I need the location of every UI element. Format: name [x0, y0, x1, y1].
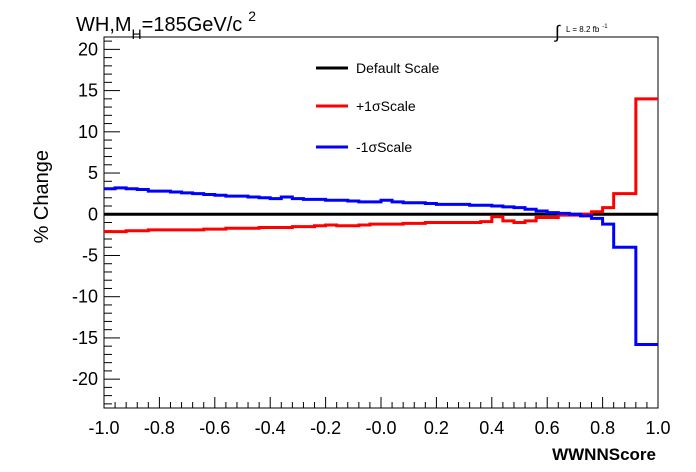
- x-tick-label: -0.0: [365, 418, 396, 438]
- y-axis-label: % Change: [31, 150, 53, 243]
- x-tick-label: 1.0: [645, 418, 670, 438]
- series-line-2: [104, 186, 658, 347]
- x-tick-label: 0.6: [535, 418, 560, 438]
- x-tick-label: -0.6: [199, 418, 230, 438]
- y-tick-label: -5: [82, 245, 98, 265]
- x-tick-label: -0.2: [310, 418, 341, 438]
- y-tick-label: 20: [78, 39, 98, 59]
- y-tick-label: -10: [72, 287, 98, 307]
- legend-label-plus: +1σScale: [356, 98, 416, 114]
- y-tick-label: -20: [72, 369, 98, 389]
- x-tick-label: 0.4: [479, 418, 504, 438]
- x-axis-label: WWNNScore: [552, 445, 656, 464]
- y-tick-label: -15: [72, 328, 98, 348]
- x-tick-label: 0.2: [424, 418, 449, 438]
- legend-label-minus: -1σScale: [356, 139, 412, 155]
- legend-label-default: Default Scale: [356, 60, 439, 76]
- title-rest: =185GeV/c: [142, 14, 243, 36]
- x-tick-label: -0.4: [255, 418, 286, 438]
- x-tick-label: -0.8: [144, 418, 175, 438]
- axis-ticks: -1.0 -0.8 -0.6 -0.4 -0.2 -0.0 0.2 0.4 0.6 0.8 1.0 2…: [72, 39, 671, 438]
- lumi-integral-sign: ∫: [553, 22, 561, 42]
- y-tick-label: 5: [88, 163, 98, 183]
- y-tick-label: 10: [78, 122, 98, 142]
- series-lines: [104, 97, 658, 347]
- lumi-superscript: -1: [602, 24, 608, 30]
- y-tick-label: 0: [88, 204, 98, 224]
- legend: Default Scale +1σScale -1σScale: [316, 60, 439, 155]
- lumi-text: L = 8.2 fb: [566, 25, 600, 34]
- title-main: WH,M: [76, 14, 132, 36]
- y-tick-label: 15: [78, 81, 98, 101]
- title-subscript: H: [132, 26, 142, 42]
- x-tick-label: -1.0: [88, 418, 119, 438]
- lumi-annotation: L = 8.2 fb -1: [566, 24, 608, 34]
- chart-title: WH,MH=185GeV/c 2: [76, 8, 256, 42]
- title-superscript: 2: [248, 8, 256, 24]
- x-tick-label: 0.8: [590, 418, 615, 438]
